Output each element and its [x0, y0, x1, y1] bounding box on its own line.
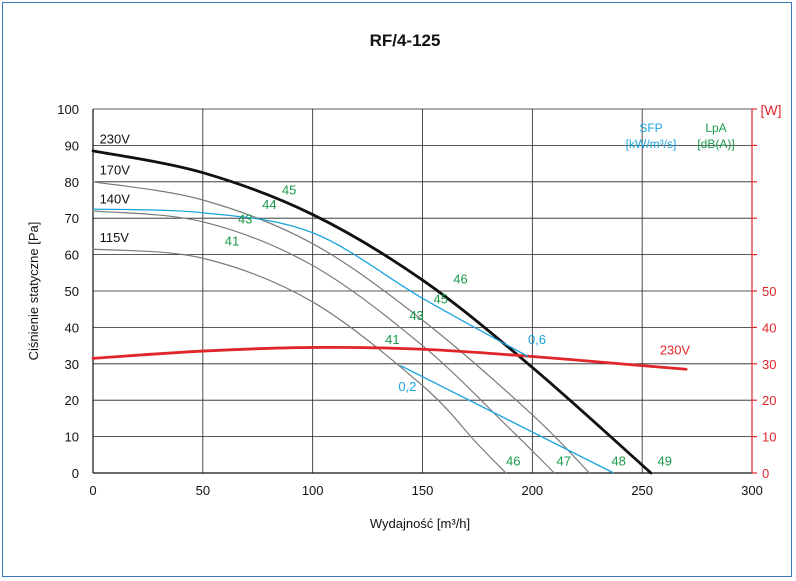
legend-lpa-unit: [dB(A)] [697, 137, 734, 151]
y-axis-label: Ciśnienie statyczne [Pa] [26, 222, 41, 361]
y-tick-label: 50 [65, 284, 79, 299]
y2-tick-label: 20 [762, 393, 776, 408]
lpa-value-label: 44 [262, 197, 276, 212]
sfp-line-0,2 [400, 365, 614, 474]
x-tick-label: 150 [412, 483, 434, 498]
lpa-value-label: 47 [556, 454, 570, 469]
y2-tick-label: 10 [762, 430, 776, 445]
fan-curve-230V [91, 149, 653, 475]
lpa-value-label: 46 [453, 272, 467, 287]
x-tick-label: 250 [631, 483, 653, 498]
y2-tick-label: 40 [762, 320, 776, 335]
chart-title: RF/4-125 [370, 31, 441, 50]
y-tick-label: 70 [65, 211, 79, 226]
y2-tick-label: 30 [762, 357, 776, 372]
lpa-value-label: 41 [225, 234, 239, 249]
lpa-value-label: 49 [658, 454, 672, 469]
y-tick-label: 30 [65, 357, 79, 372]
curve-label: 230V [660, 343, 691, 358]
lpa-value-label: 45 [433, 292, 447, 307]
y2-tick-label: 50 [762, 284, 776, 299]
y2-tick-label: 0 [762, 466, 769, 481]
y-tick-label: 60 [65, 248, 79, 263]
lpa-value-label: 43 [238, 212, 252, 227]
lpa-value-label: 48 [611, 454, 625, 469]
legend-sfp-label: SFP [639, 121, 662, 135]
lpa-value-label: 45 [282, 183, 296, 198]
curve-label: 140V [100, 192, 131, 207]
grid-layer [92, 108, 757, 474]
legend-sfp-unit: [kW/m³/s] [626, 137, 677, 151]
x-tick-label: 50 [196, 483, 210, 498]
sfp-line-0,6 [92, 208, 529, 358]
legend-lpa-label: LpA [705, 121, 726, 135]
x-axis-label: Wydajność [m³/h] [370, 516, 470, 531]
fan-curve-170V [92, 181, 591, 474]
lpa-value-label: 41 [385, 332, 399, 347]
y-tick-label: 100 [57, 102, 79, 117]
y2-axis-label: [W] [761, 102, 782, 118]
fan-curve-140V [92, 210, 555, 474]
fan-curve-115V [92, 248, 507, 474]
y-tick-label: 20 [65, 393, 79, 408]
sfp-value-label: 0,6 [528, 332, 546, 347]
sfp-value-label: 0,2 [398, 379, 416, 394]
label-layer: 0 50 100 150 200 250 3000102030405060708090100… [57, 102, 776, 498]
x-tick-label: 0 [89, 483, 96, 498]
y-tick-label: 40 [65, 320, 79, 335]
lpa-value-label: 46 [506, 454, 520, 469]
curve-label: 230V [100, 132, 131, 147]
curve-layer [91, 149, 688, 475]
y-tick-label: 80 [65, 175, 79, 190]
lpa-value-label: 43 [409, 308, 423, 323]
curve-label: 115V [100, 230, 130, 245]
x-tick-label: 300 [741, 483, 763, 498]
y-tick-label: 10 [65, 430, 79, 445]
x-tick-label: 200 [521, 483, 543, 498]
y-tick-label: 90 [65, 138, 79, 153]
x-tick-label: 100 [302, 483, 324, 498]
power-curve-230V [91, 345, 688, 371]
curve-label: 170V [100, 163, 131, 178]
y-tick-label: 0 [72, 466, 79, 481]
